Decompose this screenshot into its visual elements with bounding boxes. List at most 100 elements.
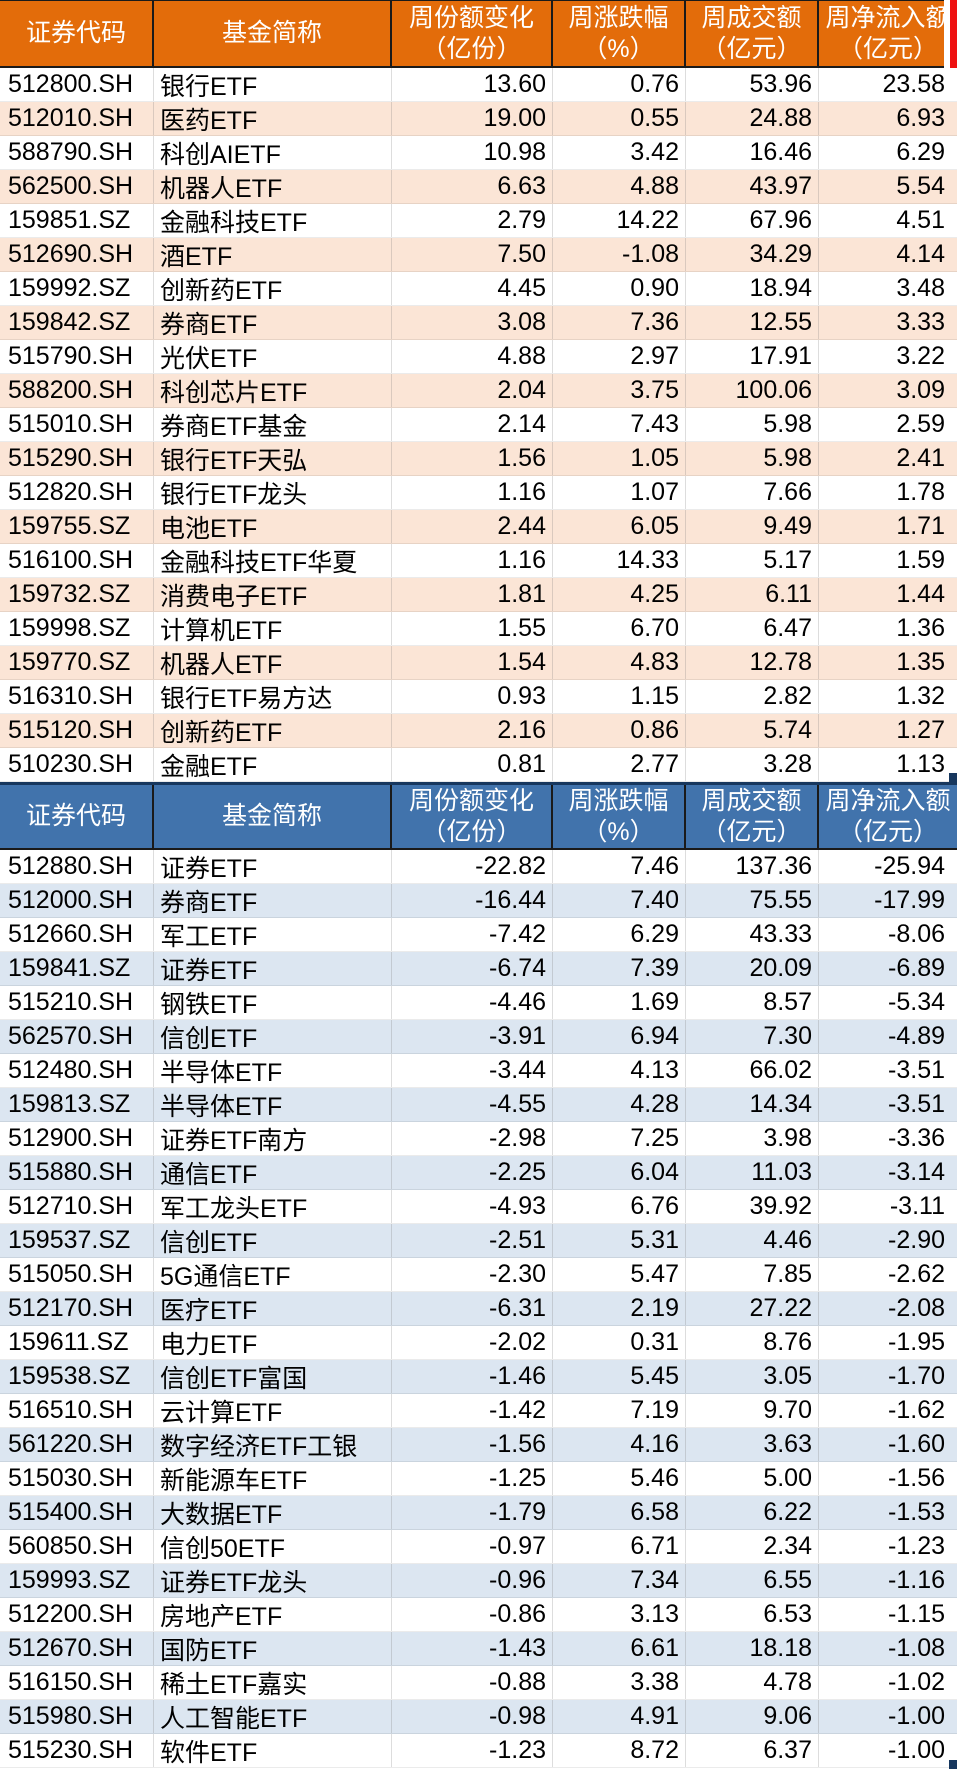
fund-name-cell[interactable]: 银行ETF龙头 — [154, 476, 392, 509]
share-change-cell[interactable]: -0.96 — [392, 1564, 553, 1597]
turnover-cell[interactable]: 43.33 — [686, 918, 819, 951]
security-code-cell[interactable]: 515880.SH — [0, 1156, 154, 1189]
security-code-cell[interactable]: 516510.SH — [0, 1394, 154, 1427]
security-code-cell[interactable]: 512900.SH — [0, 1122, 154, 1155]
pct-change-cell[interactable]: 6.58 — [553, 1496, 686, 1529]
pct-change-cell[interactable]: 7.40 — [553, 884, 686, 917]
share-change-cell[interactable]: -1.43 — [392, 1632, 553, 1665]
share-change-cell[interactable]: 4.45 — [392, 272, 553, 305]
net-inflow-cell[interactable]: 1.13 — [896, 750, 945, 778]
fund-name-cell[interactable]: 金融ETF — [154, 748, 392, 781]
share-change-cell[interactable]: 1.56 — [392, 442, 553, 475]
turnover-cell[interactable]: 17.91 — [686, 340, 819, 373]
pct-change-cell[interactable]: 5.31 — [553, 1224, 686, 1257]
net-inflow-cell[interactable]: 3.09 — [896, 376, 945, 404]
turnover-cell[interactable]: 5.98 — [686, 408, 819, 441]
security-code-cell[interactable]: 588200.SH — [0, 374, 154, 407]
share-change-cell[interactable]: -6.31 — [392, 1292, 553, 1325]
header-fund-name[interactable]: 基金简称 — [154, 785, 392, 848]
pct-change-cell[interactable]: 7.43 — [553, 408, 686, 441]
net-inflow-cell[interactable]: -2.08 — [888, 1294, 945, 1322]
share-change-cell[interactable]: 2.14 — [392, 408, 553, 441]
security-code-cell[interactable]: 159992.SZ — [0, 272, 154, 305]
pct-change-cell[interactable]: 0.86 — [553, 714, 686, 747]
fund-name-cell[interactable]: 信创ETF富国 — [154, 1360, 392, 1393]
pct-change-cell[interactable]: 5.46 — [553, 1462, 686, 1495]
net-inflow-cell[interactable]: 23.58 — [882, 70, 945, 98]
share-change-cell[interactable]: -1.56 — [392, 1428, 553, 1461]
pct-change-cell[interactable]: 5.45 — [553, 1360, 686, 1393]
pct-change-cell[interactable]: 0.31 — [553, 1326, 686, 1359]
net-inflow-cell[interactable]: -1.00 — [888, 1736, 945, 1764]
share-change-cell[interactable]: 2.04 — [392, 374, 553, 407]
security-code-cell[interactable]: 512000.SH — [0, 884, 154, 917]
net-inflow-cell[interactable]: 5.54 — [896, 172, 945, 200]
fund-name-cell[interactable]: 机器人ETF — [154, 646, 392, 679]
turnover-cell[interactable]: 8.57 — [686, 986, 819, 1019]
share-change-cell[interactable]: -4.55 — [392, 1088, 553, 1121]
pct-change-cell[interactable]: 4.91 — [553, 1700, 686, 1733]
fund-name-cell[interactable]: 券商ETF — [154, 306, 392, 339]
security-code-cell[interactable]: 515980.SH — [0, 1700, 154, 1733]
share-change-cell[interactable]: 1.55 — [392, 612, 553, 645]
fund-name-cell[interactable]: 科创芯片ETF — [154, 374, 392, 407]
turnover-cell[interactable]: 14.34 — [686, 1088, 819, 1121]
security-code-cell[interactable]: 159611.SZ — [0, 1326, 154, 1359]
pct-change-cell[interactable]: 4.13 — [553, 1054, 686, 1087]
turnover-cell[interactable]: 6.55 — [686, 1564, 819, 1597]
turnover-cell[interactable]: 5.00 — [686, 1462, 819, 1495]
turnover-cell[interactable]: 16.46 — [686, 136, 819, 169]
turnover-cell[interactable]: 11.03 — [686, 1156, 819, 1189]
security-code-cell[interactable]: 561220.SH — [0, 1428, 154, 1461]
share-change-cell[interactable]: 7.50 — [392, 238, 553, 271]
fund-name-cell[interactable]: 光伏ETF — [154, 340, 392, 373]
fund-name-cell[interactable]: 5G通信ETF — [154, 1258, 392, 1291]
turnover-cell[interactable]: 3.28 — [686, 748, 819, 781]
net-inflow-cell[interactable]: 4.51 — [896, 206, 945, 234]
fund-name-cell[interactable]: 计算机ETF — [154, 612, 392, 645]
share-change-cell[interactable]: -1.23 — [392, 1734, 553, 1767]
share-change-cell[interactable]: -4.46 — [392, 986, 553, 1019]
security-code-cell[interactable]: 562500.SH — [0, 170, 154, 203]
turnover-cell[interactable]: 18.18 — [686, 1632, 819, 1665]
selection-fill-handle[interactable] — [949, 1760, 957, 1769]
turnover-cell[interactable]: 2.82 — [686, 680, 819, 713]
share-change-cell[interactable]: -7.42 — [392, 918, 553, 951]
turnover-cell[interactable]: 75.55 — [686, 884, 819, 917]
pct-change-cell[interactable]: 6.70 — [553, 612, 686, 645]
fund-name-cell[interactable]: 证券ETF龙头 — [154, 1564, 392, 1597]
net-inflow-cell[interactable]: -1.70 — [888, 1362, 945, 1390]
pct-change-cell[interactable]: 6.94 — [553, 1020, 686, 1053]
net-inflow-cell[interactable]: -1.60 — [888, 1430, 945, 1458]
pct-change-cell[interactable]: 1.15 — [553, 680, 686, 713]
share-change-cell[interactable]: -2.51 — [392, 1224, 553, 1257]
selection-fill-handle[interactable] — [949, 773, 957, 782]
share-change-cell[interactable]: 13.60 — [392, 68, 553, 101]
share-change-cell[interactable]: -1.25 — [392, 1462, 553, 1495]
share-change-cell[interactable]: 1.81 — [392, 578, 553, 611]
security-code-cell[interactable]: 515030.SH — [0, 1462, 154, 1495]
turnover-cell[interactable]: 6.37 — [686, 1734, 819, 1767]
turnover-cell[interactable]: 9.70 — [686, 1394, 819, 1427]
share-change-cell[interactable]: -0.98 — [392, 1700, 553, 1733]
security-code-cell[interactable]: 515050.SH — [0, 1258, 154, 1291]
fund-name-cell[interactable]: 软件ETF — [154, 1734, 392, 1767]
security-code-cell[interactable]: 515230.SH — [0, 1734, 154, 1767]
net-inflow-cell[interactable]: -8.06 — [888, 920, 945, 948]
turnover-cell[interactable]: 5.98 — [686, 442, 819, 475]
net-inflow-cell[interactable]: 2.59 — [896, 410, 945, 438]
turnover-cell[interactable]: 24.88 — [686, 102, 819, 135]
fund-name-cell[interactable]: 医疗ETF — [154, 1292, 392, 1325]
fund-name-cell[interactable]: 机器人ETF — [154, 170, 392, 203]
security-code-cell[interactable]: 512670.SH — [0, 1632, 154, 1665]
security-code-cell[interactable]: 515790.SH — [0, 340, 154, 373]
security-code-cell[interactable]: 159998.SZ — [0, 612, 154, 645]
turnover-cell[interactable]: 4.46 — [686, 1224, 819, 1257]
security-code-cell[interactable]: 588790.SH — [0, 136, 154, 169]
net-inflow-cell[interactable]: 2.41 — [896, 444, 945, 472]
turnover-cell[interactable]: 100.06 — [686, 374, 819, 407]
fund-name-cell[interactable]: 金融科技ETF — [154, 204, 392, 237]
security-code-cell[interactable]: 512480.SH — [0, 1054, 154, 1087]
net-inflow-cell[interactable]: -3.11 — [889, 1192, 945, 1220]
turnover-cell[interactable]: 6.53 — [686, 1598, 819, 1631]
